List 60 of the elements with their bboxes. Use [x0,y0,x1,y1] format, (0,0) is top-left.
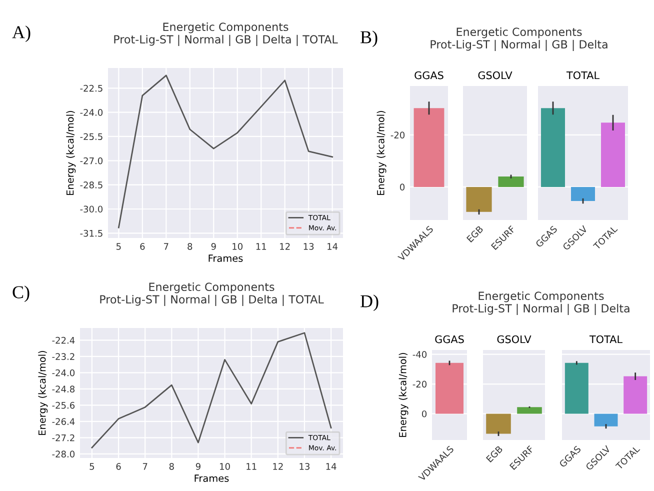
y-tick-label: -25.5 [80,133,102,140]
y-tick-label: -20 [390,132,405,138]
x-tick-label: 11 [246,463,256,470]
y-tick-label: -28.5 [80,182,102,188]
y-tick-label: 0 [400,184,405,191]
x-tick-label: 5 [90,463,94,470]
x-axis-title: Frames [208,254,243,262]
y-tick-label: -24.0 [80,109,103,116]
x-tick-label: 14 [328,243,338,250]
chart-title: Energetic Components Prot-Lig-ST | Normal | GB | Delta | TOTAL [114,22,338,46]
x-tick-label: 13 [300,463,310,470]
y-tick-label: -25.6 [52,402,75,409]
y-tick-label: -27.2 [52,434,74,442]
y-tick-label: -20 [412,380,427,388]
y-tick-label: -24.8 [52,386,75,392]
y-axis-title: Energy (kcal/mol) [66,110,76,195]
y-tick-label: -30.0 [80,206,103,213]
x-tick-label: 9 [196,463,200,470]
y-axis-title: Energy (kcal/mol) [376,110,386,195]
y-tick-label: -28.0 [52,450,75,458]
y-tick-label: -24.0 [52,369,75,376]
x-tick-label: 14 [326,463,336,470]
x-tick-label: 7 [164,243,168,250]
text: Energetic Components Prot-Lig-ST | Normal | GB | Delta [430,27,608,51]
chart-subtitle: GSOLV [497,335,532,344]
text: C) [12,286,30,302]
y-axis-title: Energy (kcal/mol) [38,350,48,435]
x-tick-label: 6 [140,243,145,250]
text: Energetic Components Prot-Lig-ST | Normal | GB | Delta [452,291,630,315]
chart-subtitle: TOTAL [589,335,622,344]
x-tick-label: 9 [211,243,216,250]
chart-subtitle: TOTAL [566,71,600,80]
y-tick-label: -22.4 [52,336,75,344]
x-tick-label: 12 [280,243,290,250]
x-axis-title: Frames [194,474,229,482]
chart-title: Energetic Components Prot-Lig-ST | Normal | GB | Delta | TOTAL [100,282,324,306]
x-tick-label: 12 [273,463,283,470]
x-tick-label: 8 [188,243,192,250]
y-axis-title: Energy (kcal/mol) [398,352,408,437]
text: A) [12,26,30,42]
y-tick-label: 0 [422,410,427,418]
chart-subtitle: GGAS [414,71,444,80]
text: D) [360,294,378,311]
chart-subtitle: GSOLV [478,71,512,80]
text: B) [360,30,378,47]
x-tick-label: 10 [220,463,230,470]
x-tick-label: 6 [116,463,121,470]
x-tick-label: 8 [169,463,174,470]
y-tick-label: -26.4 [52,418,75,425]
y-tick-label: -22.5 [80,84,102,92]
x-tick-label: 5 [116,243,121,250]
y-tick-label: -40 [412,351,427,358]
x-tick-label: 10 [232,243,243,250]
x-tick-label: 11 [256,243,266,250]
y-tick-label: -23.2 [52,353,74,360]
x-tick-label: 13 [304,243,314,250]
x-tick-label: 7 [142,463,148,470]
chart-subtitle: GGAS [435,335,464,344]
y-tick-label: -31.5 [80,230,102,237]
y-tick-label: -27.0 [80,157,103,164]
